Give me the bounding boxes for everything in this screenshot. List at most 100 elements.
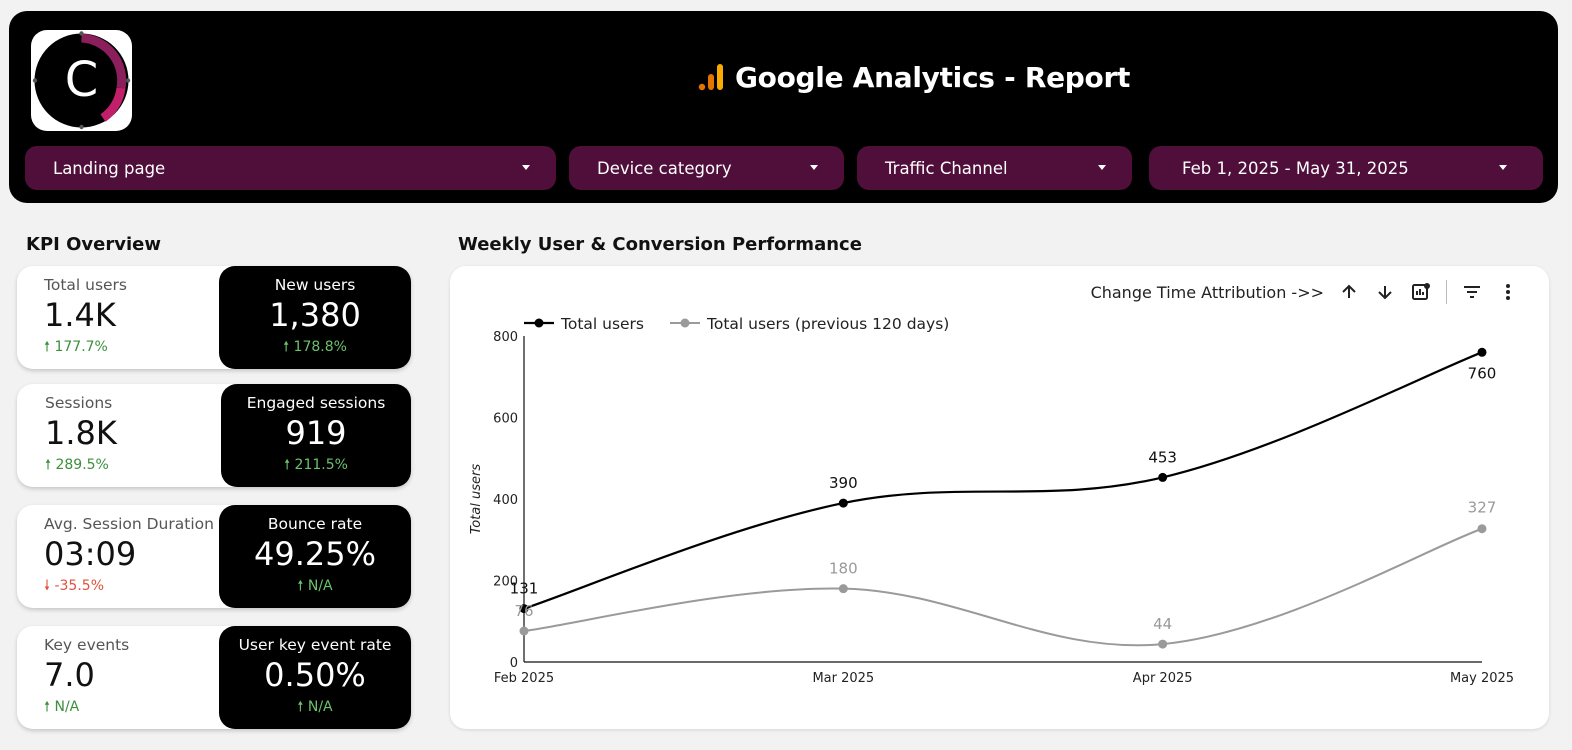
data-label: 131 bbox=[510, 580, 539, 598]
kpi-name: Avg. Session Duration bbox=[44, 515, 214, 533]
kpi-delta: 🠕 N/A bbox=[44, 696, 129, 720]
kpi-value: 1,380 bbox=[269, 296, 361, 334]
kpi-name: Total users bbox=[44, 276, 128, 294]
data-label: 760 bbox=[1468, 364, 1497, 382]
chart-section-title: Weekly User & Conversion Performance bbox=[458, 234, 862, 255]
chevron-down-icon bbox=[522, 165, 530, 170]
more-options-icon[interactable] bbox=[1497, 280, 1519, 304]
kpi-delta-value: 289.5% bbox=[55, 457, 109, 473]
kpi-delta-value: 211.5% bbox=[294, 457, 348, 473]
kpi-avg-session-duration: Avg. Session Duration 03:09 🠗 -35.5% bbox=[44, 515, 214, 599]
legend-marker bbox=[680, 318, 690, 328]
x-tick-label: Apr 2025 bbox=[1133, 671, 1193, 686]
kpi-delta-value: N/A bbox=[307, 578, 333, 594]
series-line bbox=[523, 351, 1483, 610]
data-label: 44 bbox=[1153, 615, 1172, 633]
toolbar-divider bbox=[1446, 280, 1447, 304]
logo-letter: C bbox=[65, 52, 99, 108]
chevron-down-icon bbox=[1499, 165, 1507, 170]
landing-page-filter[interactable]: Landing page bbox=[25, 146, 556, 190]
arrow-down-icon: 🠗 bbox=[44, 578, 55, 594]
brand-logo: C bbox=[31, 30, 132, 131]
x-tick-label: Feb 2025 bbox=[494, 671, 554, 686]
data-label: 180 bbox=[829, 560, 858, 578]
kpi-value: 1.8K bbox=[45, 414, 117, 452]
kpi-delta-value: 177.7% bbox=[54, 339, 108, 355]
series-line bbox=[523, 527, 1483, 647]
kpi-name: Bounce rate bbox=[267, 515, 363, 533]
data-point bbox=[1158, 472, 1168, 482]
kpi-name: Sessions bbox=[45, 394, 113, 412]
y-tick-label: 0 bbox=[510, 656, 518, 671]
data-point bbox=[1158, 639, 1168, 649]
data-point bbox=[1477, 524, 1487, 534]
kpi-value: 03:09 bbox=[44, 535, 137, 573]
arrow-down-icon[interactable] bbox=[1374, 280, 1396, 304]
arrow-up-icon: 🠕 bbox=[284, 457, 295, 473]
legend-label: Total users bbox=[560, 315, 644, 333]
filter-label: Traffic Channel bbox=[885, 158, 1008, 178]
arrow-up-icon: 🠕 bbox=[297, 578, 308, 594]
kpi-delta: 🠕 N/A bbox=[219, 696, 411, 720]
line-chart: 0 200 400 600 800 Feb 2025 Mar 2025 Apr 2025 May… bbox=[469, 315, 1514, 686]
arrow-up-icon: 🠕 bbox=[297, 699, 308, 715]
kpi-value: 1.4K bbox=[44, 296, 116, 334]
kpi-value: 7.0 bbox=[44, 656, 95, 694]
data-point bbox=[838, 584, 848, 594]
kpi-delta-value: N/A bbox=[54, 699, 80, 715]
kpi-value: 919 bbox=[285, 414, 347, 452]
kpi-delta: 🠕 211.5% bbox=[221, 454, 411, 478]
kpi-delta-value: -35.5% bbox=[54, 578, 104, 594]
chart-card: Change Time Attribution ->> 0 200 400 600 80… bbox=[450, 266, 1549, 729]
y-tick-label: 600 bbox=[493, 412, 518, 427]
arrow-up-icon: 🠕 bbox=[45, 457, 56, 473]
data-point bbox=[838, 498, 848, 508]
arrow-up-icon: 🠕 bbox=[283, 339, 294, 355]
kpi-key-events: Key events 7.0 🠕 N/A bbox=[44, 636, 129, 720]
kpi-name: New users bbox=[274, 276, 356, 294]
kpi-delta: 🠕 N/A bbox=[219, 575, 411, 599]
date-range-filter[interactable]: Feb 1, 2025 - May 31, 2025 bbox=[1149, 146, 1543, 190]
data-point bbox=[1477, 347, 1487, 357]
kpi-card-duration: Avg. Session Duration 03:09 🠗 -35.5% Bou… bbox=[17, 505, 411, 608]
kpi-engaged-sessions: Engaged sessions 919 🠕 211.5% bbox=[221, 384, 411, 487]
traffic-channel-filter[interactable]: Traffic Channel bbox=[857, 146, 1132, 190]
kpi-section-title: KPI Overview bbox=[26, 234, 161, 255]
data-label: 76 bbox=[514, 602, 533, 620]
filter-icon[interactable] bbox=[1461, 280, 1483, 304]
page-title: Google Analytics - Report bbox=[735, 60, 1131, 94]
data-point bbox=[519, 604, 529, 614]
y-tick-label: 200 bbox=[493, 575, 518, 590]
y-tick-label: 400 bbox=[493, 493, 518, 508]
google-analytics-icon bbox=[698, 64, 723, 91]
chevron-down-icon bbox=[1098, 165, 1106, 170]
data-label: 453 bbox=[1148, 448, 1177, 466]
kpi-delta: 🠕 177.7% bbox=[44, 336, 127, 360]
kpi-value: 0.50% bbox=[264, 656, 366, 694]
title-group: Google Analytics - Report bbox=[697, 57, 1130, 97]
filter-label: Device category bbox=[597, 158, 732, 178]
kpi-card-users: Total users 1.4K 🠕 177.7% New users 1,38… bbox=[17, 266, 411, 369]
kpi-delta: 🠕 289.5% bbox=[45, 454, 117, 478]
kpi-bounce-rate: Bounce rate 49.25% 🠕 N/A bbox=[219, 505, 411, 608]
kpi-name: Engaged sessions bbox=[246, 394, 386, 412]
kpi-card-sessions: Sessions 1.8K 🠕 289.5% Engaged sessions … bbox=[17, 384, 411, 487]
data-label: 390 bbox=[829, 474, 858, 492]
chart-toolbar: Change Time Attribution ->> bbox=[1091, 280, 1519, 304]
filter-label: Landing page bbox=[53, 158, 166, 178]
legend-marker bbox=[534, 318, 544, 328]
kpi-card-key-events: Key events 7.0 🠕 N/A User key event rate… bbox=[17, 626, 411, 729]
x-tick-label: May 2025 bbox=[1450, 671, 1514, 686]
kpi-new-users: New users 1,380 🠕 178.8% bbox=[219, 266, 411, 369]
chevron-down-icon bbox=[810, 165, 818, 170]
kpi-delta-value: N/A bbox=[307, 699, 333, 715]
kpi-name: User key event rate bbox=[238, 636, 392, 654]
data-label: 327 bbox=[1468, 499, 1497, 517]
device-category-filter[interactable]: Device category bbox=[569, 146, 844, 190]
kpi-delta: 🠗 -35.5% bbox=[44, 575, 214, 599]
kpi-name: Key events bbox=[44, 636, 130, 654]
chart-settings-icon[interactable] bbox=[1410, 280, 1432, 304]
arrow-up-icon[interactable] bbox=[1338, 280, 1360, 304]
filter-label: Feb 1, 2025 - May 31, 2025 bbox=[1182, 158, 1409, 178]
time-attribution-label[interactable]: Change Time Attribution ->> bbox=[1090, 282, 1324, 302]
